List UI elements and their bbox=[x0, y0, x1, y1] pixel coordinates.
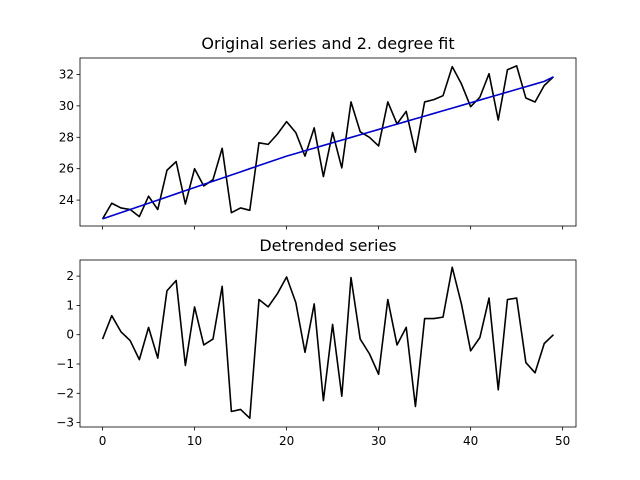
bottom-x-tick-label: 10 bbox=[187, 434, 202, 448]
top-y-tick-label: 24 bbox=[59, 193, 74, 207]
bottom-y-tick-label: 2 bbox=[66, 269, 74, 283]
bottom-y-tick-label: −3 bbox=[56, 416, 74, 430]
bottom-subplot-title: Detrended series bbox=[259, 236, 396, 255]
top-subplot-title: Original series and 2. degree fit bbox=[201, 34, 454, 53]
bottom-plot-marks bbox=[101, 266, 555, 420]
top-y-tick-label: 26 bbox=[59, 162, 74, 176]
top-y-tick-label: 28 bbox=[59, 130, 74, 144]
bottom-x-tick-label: 30 bbox=[371, 434, 386, 448]
bottom-x-tick-label: 0 bbox=[99, 434, 107, 448]
bottom-x-tick-label: 20 bbox=[279, 434, 294, 448]
bottom-y-tick-label: −2 bbox=[56, 386, 74, 400]
bottom-y-tick-label: 1 bbox=[66, 298, 74, 312]
top-subplot: Original series and 2. degree fit 24 26 28… bbox=[59, 34, 577, 230]
top-y-tick-label: 32 bbox=[59, 67, 74, 81]
top-axis-ticks: 24 26 28 30 32 bbox=[59, 67, 564, 230]
top-y-tick-label: 30 bbox=[59, 99, 74, 113]
bottom-y-tick-label: −1 bbox=[56, 357, 74, 371]
bottom-x-tick-label: 40 bbox=[463, 434, 478, 448]
bottom-y-tick-label: 0 bbox=[66, 328, 74, 342]
top-series-line-0 bbox=[101, 65, 554, 220]
top-series-line-1 bbox=[102, 76, 554, 220]
bottom-series-line-0 bbox=[101, 266, 555, 420]
top-plot-marks bbox=[101, 65, 554, 220]
bottom-x-tick-label: 50 bbox=[555, 434, 570, 448]
bottom-plot-area bbox=[79, 259, 577, 428]
